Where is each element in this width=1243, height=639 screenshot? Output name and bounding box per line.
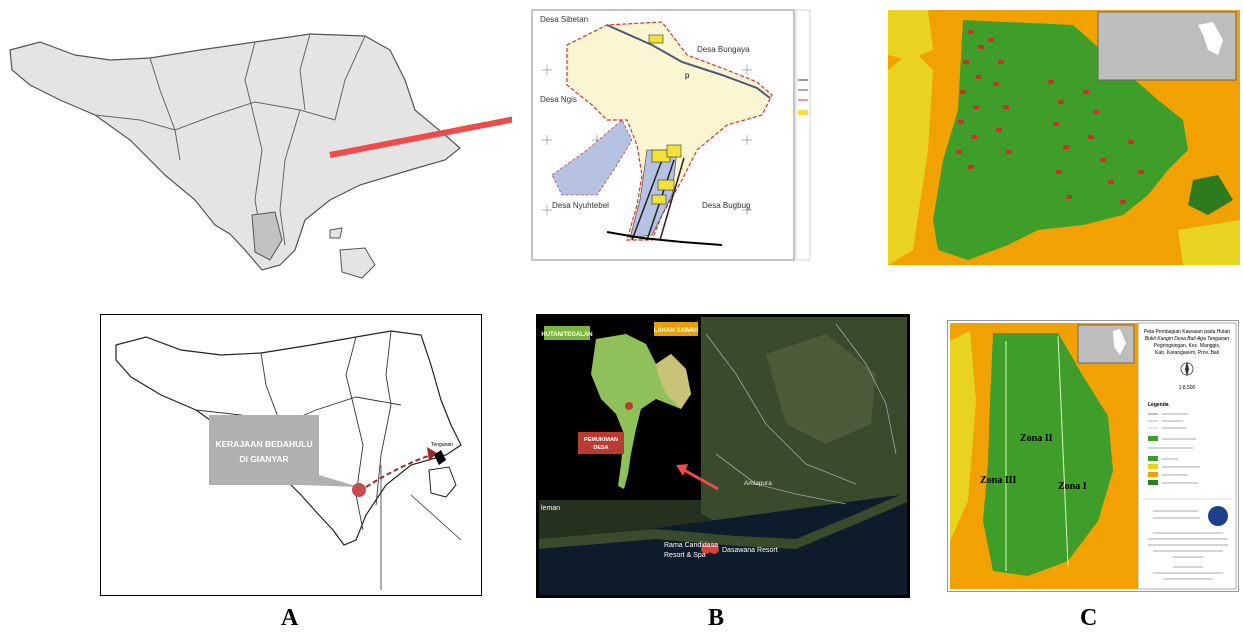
svg-text:DESA: DESA: [593, 445, 608, 451]
map-marker-label: p: [685, 71, 690, 80]
label-settlement: [578, 432, 624, 454]
legend-title: Legenda: [1148, 402, 1169, 408]
svg-text:Dasawana Resort: Dasawana Resort: [722, 547, 778, 554]
svg-text:PEMUKIMAN: PEMUKIMAN: [584, 437, 618, 443]
panel-label-a: A: [281, 605, 299, 631]
university-logo-icon: [1208, 506, 1228, 526]
resort-pin-icon: [701, 544, 711, 554]
legend-swatches: [1148, 413, 1158, 485]
svg-text:Rama Candidasa: Rama Candidasa: [664, 542, 718, 549]
zone-1-label: Zona I: [1058, 481, 1087, 492]
village-boundary-map: p Desa Sibetan Desa Bungaya Desa Ngis De…: [512, 0, 812, 270]
forest-landuse-map: [888, 10, 1240, 265]
label-desa-bungaya: Desa Bungaya: [697, 45, 750, 54]
bali-kingdom-map: KERAJAAN BEDAHULU DI GIANYAR Tenganan: [100, 314, 482, 596]
svg-text:Amlapura: Amlapura: [744, 480, 772, 487]
svg-text:HUTAN/TEGALAN: HUTAN/TEGALAN: [541, 332, 592, 338]
panel-label-c: C: [1080, 605, 1098, 631]
label-forest: [544, 326, 590, 340]
svg-text:Resort & Spa: Resort & Spa: [664, 552, 706, 559]
map-title-line-1: Peta Pembagian Kawasan pada Hutan: [1144, 329, 1230, 335]
gianyar-region: [251, 211, 283, 261]
bedahulu-marker: [352, 483, 366, 497]
bali-overview-map: [0, 20, 470, 290]
scale-label: 1:8.500: [1179, 385, 1196, 391]
tenganan-label: Tenganan: [431, 442, 453, 448]
resort-pin-icon-2: [709, 544, 719, 554]
map-title-line-4: Kab. Karangasem, Prov. Bali: [1155, 350, 1219, 356]
callout-line2: DI GIANYAR: [239, 454, 288, 464]
callout-line1: KERAJAAN BEDAHULU: [215, 439, 312, 449]
panel-label-b: B: [708, 605, 725, 631]
bali-outline: [9, 33, 461, 271]
nusa-penida: [339, 247, 376, 279]
zone-forest-area: [983, 333, 1113, 576]
label-desa-bugbug: Desa Bugbug: [702, 201, 750, 210]
zone-2-label: Zona II: [1020, 433, 1053, 444]
map-title-line-2: Bukit Kangin Desa Bali Aga Tenganan: [1145, 336, 1230, 342]
label-desa-nyuhtebel: Desa Nyuhtebel: [552, 201, 609, 210]
label-desa-ngis: Desa Ngis: [540, 95, 577, 104]
map-title-line-3: Pegringsingan, Kec. Manggis,: [1154, 343, 1220, 349]
svg-text:leman: leman: [541, 505, 560, 512]
zone-3-label: Zona III: [980, 475, 1017, 486]
svg-text:LAHAN SAWAH: LAHAN SAWAH: [654, 328, 699, 334]
label-desa-sibetan: Desa Sibetan: [540, 15, 588, 24]
tenganan-marker: [434, 450, 446, 465]
label-rice: [654, 322, 698, 336]
forest-zone-map: Zona II Zona III Zona I Peta Pembagian K…: [947, 320, 1239, 592]
satellite-map: HUTAN/TEGALAN LAHAN SAWAH PEMUKIMAN DESA…: [536, 314, 910, 598]
